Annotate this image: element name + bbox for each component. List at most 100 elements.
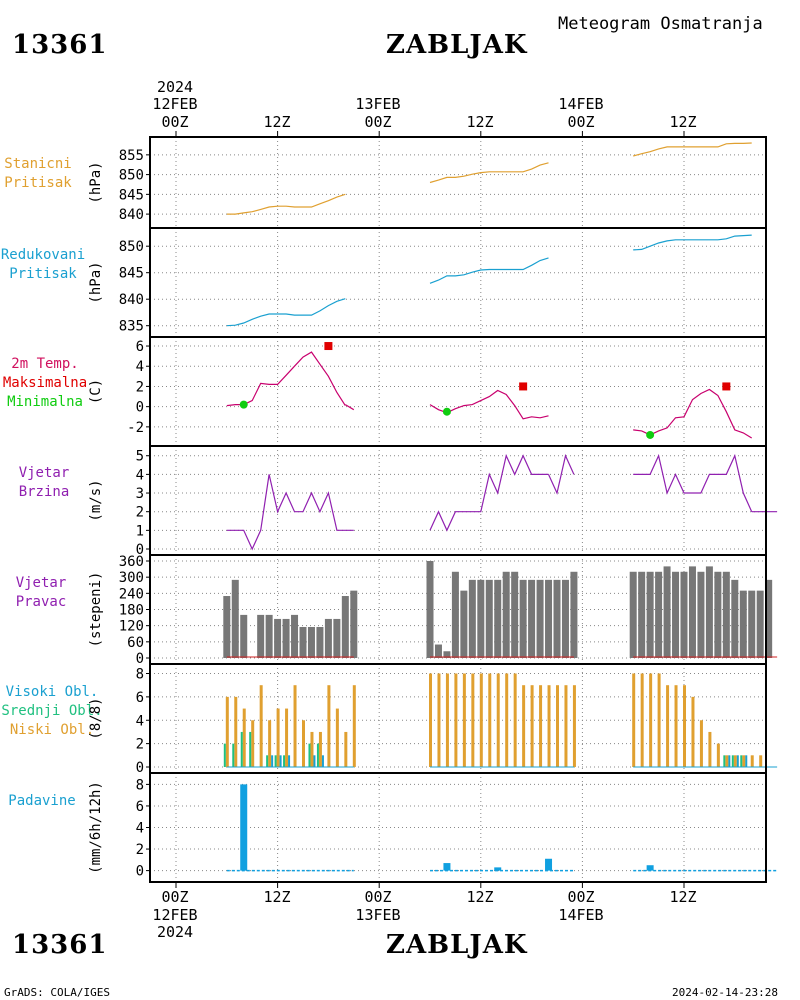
unit-label: (C) [88,379,104,404]
y-tick-label: 4 [136,821,144,837]
top-hour-3: 00Z [364,113,392,131]
bottom-hour-3: 00Z [364,888,392,906]
y-tick-label: 8 [136,777,144,793]
y-tick-label: 8 [136,667,144,683]
wind-direction-bar [553,579,561,658]
wind-direction-bar [494,579,502,658]
wind-direction-bar [333,618,341,658]
mid-cloud-bar [223,743,226,767]
low-cloud-bar [640,673,644,767]
station-name-top: ZABLJAK [386,30,528,60]
y-tick-label: 300 [119,570,144,586]
wind-direction-bar [680,571,688,658]
low-cloud-bar [750,755,754,767]
label-station-pressure-2: Pritisak [4,175,72,191]
high-cloud-bar [271,755,274,767]
y-tick-label: 2 [136,842,144,858]
label-clouds-3: Niski Obl. [9,722,95,738]
wind-direction-bar [257,614,265,658]
low-cloud-bar [285,708,289,767]
y-tick-label: -2 [127,420,144,436]
label-reduced-pressure: Redukovani Pritisak [0,246,86,284]
temperature-line [345,404,355,411]
wind-direction-bar [545,579,553,658]
y-tick-label: 4 [136,359,144,375]
low-cloud-bar [539,685,543,767]
low-cloud-bar [733,755,737,767]
low-cloud-bar [649,673,653,767]
low-cloud-bar [657,673,661,767]
min-temp-marker [442,407,451,416]
wind-direction-bar [434,644,442,658]
footer-timestamp: 2024-02-14-23:28 [672,986,778,999]
unit-label: (mm/6h/12h) [88,781,104,874]
wind-direction-bar [731,579,739,658]
wind-direction-bar [511,571,519,658]
y-tick-label: 3 [136,486,144,502]
station-id-top: 13361 [12,30,108,60]
wind-direction-bar [341,596,349,658]
wind-direction-bar [663,566,671,658]
precipitation-bar [494,867,502,871]
station-id-bottom: 13361 [12,930,108,960]
high-cloud-bar [288,755,291,767]
mid-cloud-bar [308,743,311,767]
footer-credit: GrADS: COLA/IGES [4,986,110,999]
low-cloud-bar [268,720,272,767]
wind-direction-bar [739,590,747,658]
wind-direction-bar [485,579,493,658]
high-cloud-bar [279,755,282,767]
mid-cloud-bar [723,755,726,767]
label-clouds-1: Visoki Obl. [5,684,99,700]
wind-direction-bar [519,579,527,658]
low-cloud-bar [318,731,322,767]
top-hour-1: 00Z [161,113,189,131]
low-cloud-bar [445,673,449,767]
low-cloud-bar [462,673,466,767]
bottom-date-3: 14FEB [558,906,604,924]
low-cloud-bar [547,685,551,767]
wind-direction-bar [748,590,756,658]
low-cloud-bar [556,685,559,767]
unit-label: (stepeni) [88,572,104,648]
wind-direction-bar [223,596,231,658]
y-tick-label: 850 [119,168,144,184]
y-tick-label: 360 [119,554,144,570]
y-tick-label: 845 [119,187,144,203]
wind-speed-line [429,453,549,532]
high-cloud-bar [736,755,739,767]
low-cloud-bar [699,720,703,767]
wind-direction-bar [324,618,332,658]
low-cloud-bar [496,673,500,767]
wind-direction-bar [646,571,654,658]
label-wind-speed-2: Brzina [18,484,70,500]
bottom-hour-5: 00Z [567,888,595,906]
low-cloud-bar [293,685,297,767]
station-name-bottom: ZABLJAK [386,930,528,960]
y-tick-label: 6 [136,339,144,355]
wind-direction-bar [350,590,358,658]
reduced-pressure-line [226,298,346,327]
label-wind-speed: Vjetar Brzina [0,464,88,502]
low-cloud-bar [479,673,483,767]
wind-direction-bar [502,571,510,658]
reduced-pressure-line [429,257,549,284]
top-date-2: 13FEB [355,95,401,113]
y-tick-label: 1 [136,523,144,539]
y-tick-label: 840 [119,292,144,308]
low-cloud-bar [725,755,729,767]
label-wind-speed-1: Vjetar [18,465,70,481]
mid-cloud-bar [232,743,235,767]
top-hour-6: 12Z [669,113,697,131]
wind-speed-line [547,453,575,495]
low-cloud-bar [327,685,331,767]
low-cloud-bar [259,685,263,767]
y-tick-label: 4 [136,467,144,483]
y-tick-label: 0 [136,864,144,880]
mid-cloud-bar [274,755,277,767]
low-cloud-bar [251,720,255,767]
y-tick-label: 6 [136,799,144,815]
low-cloud-bar [302,720,305,767]
bottom-hour-1: 00Z [161,888,189,906]
min-temp-marker [646,430,655,439]
